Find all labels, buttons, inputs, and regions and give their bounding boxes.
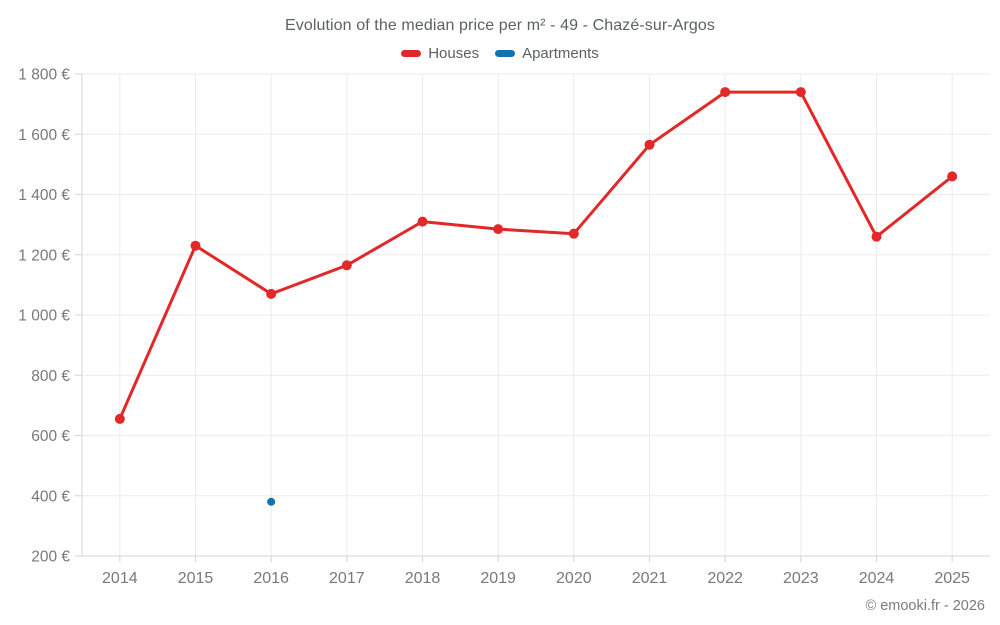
chart-title: Evolution of the median price per m² - 4… (284, 17, 716, 34)
data-point-houses-2023[interactable] (795, 87, 806, 98)
x-tick-label: 2019 (480, 570, 516, 587)
legend-swatch-houses-icon (401, 50, 422, 57)
x-tick-label: 2015 (178, 570, 214, 587)
y-tick-label: 400 € (31, 488, 70, 505)
data-point-houses-2016[interactable] (266, 288, 277, 299)
legend-label-apartments: Apartments (522, 45, 599, 62)
credit-footer: © emooki.fr - 2026 (865, 598, 985, 614)
data-point-houses-2018[interactable] (417, 216, 428, 227)
data-point-apartments-2016[interactable] (267, 497, 276, 506)
x-axis-labels: 2014 2015 2016 2017 2018 2019 2020 2021 2022 2023… (102, 556, 970, 587)
y-axis-labels: 200 € 400 € 600 € 800 € 1 000 € 1 200 € 1 400 … (18, 67, 82, 566)
legend-item-apartments[interactable]: Apartments (495, 45, 599, 62)
y-tick-label: 1 400 € (18, 187, 70, 204)
data-point-houses-2024[interactable] (871, 231, 882, 242)
x-tick-label: 2024 (859, 570, 895, 587)
x-tick-label: 2020 (556, 570, 592, 587)
legend-label-houses: Houses (428, 45, 480, 62)
legend-item-houses[interactable]: Houses (401, 45, 479, 62)
y-tick-label: 1 800 € (18, 67, 70, 84)
gridlines (82, 73, 990, 556)
x-tick-label: 2021 (632, 570, 668, 587)
x-tick-label: 2025 (934, 570, 970, 587)
x-tick-label: 2018 (405, 570, 441, 587)
y-tick-label: 200 € (31, 549, 70, 566)
data-point-houses-2021[interactable] (644, 139, 655, 150)
x-tick-label: 2022 (707, 570, 743, 587)
data-point-houses-2015[interactable] (190, 240, 201, 251)
x-tick-label: 2017 (329, 570, 365, 587)
y-tick-label: 800 € (31, 368, 70, 385)
legend-swatch-apartments-icon (495, 50, 516, 57)
y-tick-label: 600 € (31, 428, 70, 445)
data-point-houses-2022[interactable] (720, 87, 731, 98)
x-tick-label: 2023 (783, 570, 819, 587)
data-point-houses-2014[interactable] (114, 413, 125, 424)
data-point-houses-2025[interactable] (947, 171, 958, 182)
data-point-houses-2020[interactable] (568, 228, 579, 239)
y-tick-label: 1 600 € (18, 127, 70, 144)
y-tick-label: 1 200 € (18, 247, 70, 264)
chart-legend: Houses Apartments (0, 45, 1000, 62)
series-line-houses (118, 90, 954, 421)
x-tick-label: 2014 (102, 570, 138, 587)
data-point-houses-2017[interactable] (341, 260, 352, 271)
x-tick-label: 2016 (253, 570, 289, 587)
y-tick-label: 1 000 € (18, 308, 70, 325)
data-point-houses-2019[interactable] (493, 224, 504, 235)
